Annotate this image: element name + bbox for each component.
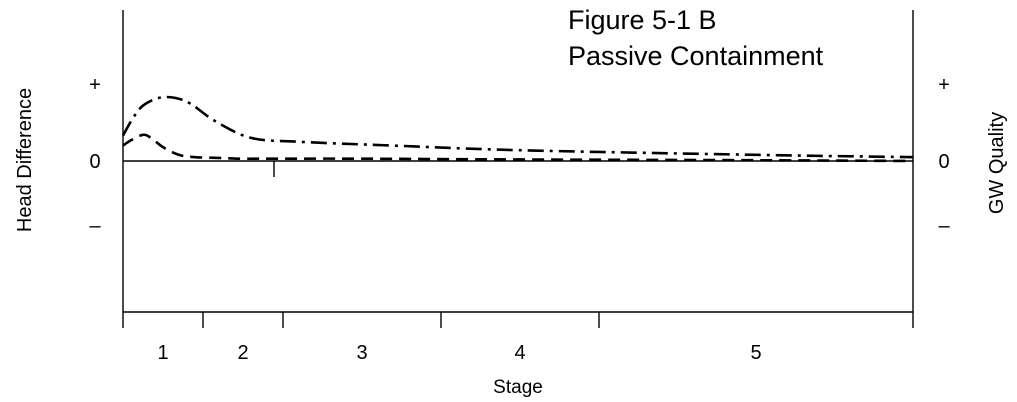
y-tick-left-1: 0: [89, 151, 100, 173]
labels: Figure 5-1 B Passive Containment Stage H…: [14, 5, 1008, 398]
stage-label-5: 5: [750, 342, 761, 364]
series-layer: [121, 95, 914, 163]
series-line-dashed: [122, 133, 914, 163]
stage-label-4: 4: [514, 342, 525, 364]
x-axis-label: Stage: [493, 377, 543, 398]
y-tick-left-0: +: [89, 74, 101, 96]
y-tick-right-0: +: [938, 74, 950, 96]
chart-title-line-1: Figure 5-1 B: [568, 5, 717, 35]
y-axis-label-right: GW Quality: [986, 112, 1008, 214]
series-line-dash-dot: [121, 95, 914, 159]
chart-title-line-2: Passive Containment: [568, 41, 824, 71]
stage-label-2: 2: [237, 342, 248, 364]
stage-label-1: 1: [157, 342, 168, 364]
y-tick-left-2: –: [89, 215, 101, 237]
y-tick-right-1: 0: [938, 151, 949, 173]
y-tick-right-2: –: [938, 215, 950, 237]
stage-label-3: 3: [356, 342, 367, 364]
y-axis-label-left: Head Difference: [14, 88, 36, 232]
